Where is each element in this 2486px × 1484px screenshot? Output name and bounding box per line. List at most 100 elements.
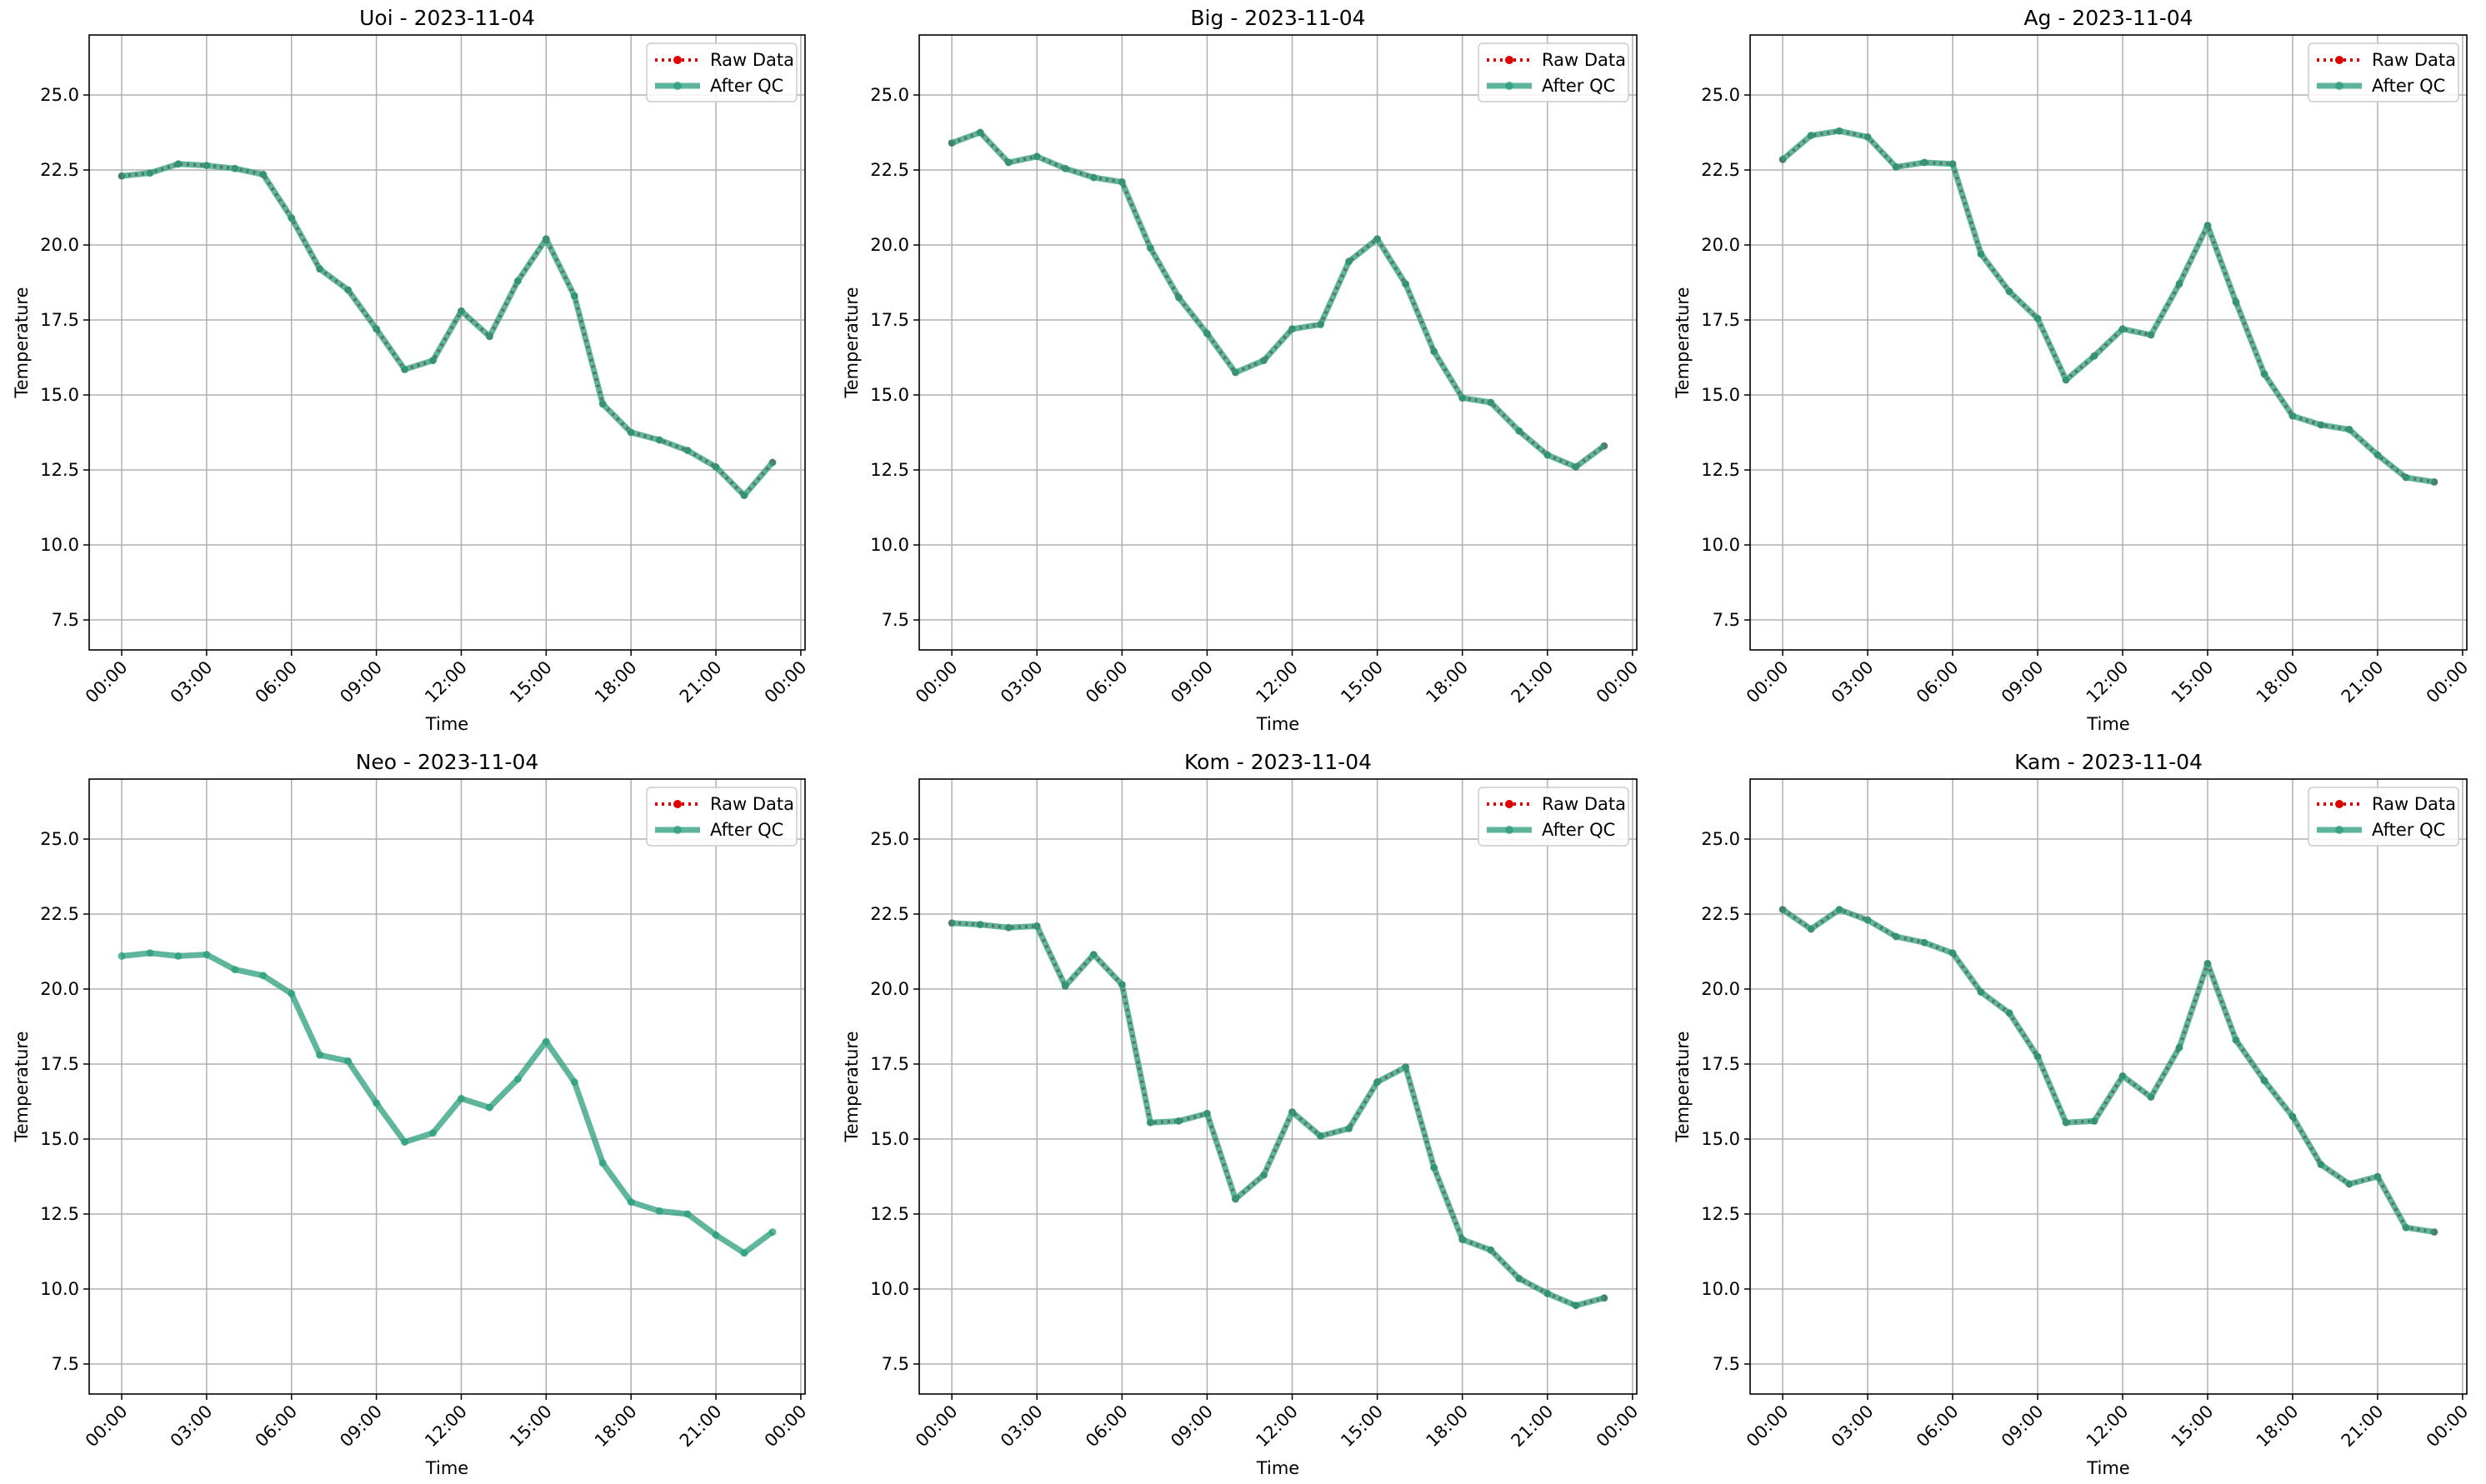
qc-point (1948, 160, 1957, 168)
x-tick-label: 09:00 (1167, 1402, 1217, 1452)
subplot-title: Ag - 2023-11-04 (2023, 6, 2193, 30)
subplot-title: Big - 2023-11-04 (1190, 6, 1365, 30)
qc-point (1807, 925, 1815, 933)
y-tick-label: 22.5 (1701, 160, 1740, 180)
legend: Raw Data After QC (2308, 42, 2459, 102)
qc-point (429, 1129, 438, 1137)
x-tick-label: 06:00 (1082, 1402, 1132, 1452)
qc-line (951, 920, 1605, 1309)
legend-marker (1505, 826, 1513, 834)
qc-point (1118, 981, 1126, 989)
x-tick-label: 09:00 (1998, 657, 2048, 707)
qc-point (373, 1099, 381, 1107)
qc-point (1948, 949, 1957, 957)
x-axis-label: Time (425, 1458, 468, 1478)
x-tick-label: 00:00 (912, 1402, 962, 1452)
x-tick-label: 00:00 (2423, 1402, 2473, 1452)
x-axis-label: Time (1256, 1458, 1299, 1478)
qc-point (174, 160, 183, 168)
qc-point (2317, 421, 2325, 429)
legend-marker (673, 826, 682, 834)
y-axis-label: Temperature (1673, 287, 1693, 398)
qc-point (2033, 1052, 2042, 1061)
qc-point (2147, 1093, 2155, 1102)
legend-marker (2335, 82, 2343, 90)
raw-line (952, 921, 1605, 1307)
qc-point (174, 952, 183, 960)
x-tick-label: 06:00 (252, 1402, 302, 1452)
y-tick-label: 12.5 (40, 460, 79, 480)
qc-point (1487, 1246, 1495, 1254)
y-tick-label: 25.0 (1701, 829, 1740, 849)
qc-point (768, 1228, 777, 1237)
x-tick-label: 06:00 (252, 657, 302, 707)
qc-point (1373, 235, 1382, 243)
qc-point (976, 128, 984, 137)
qc-point (1863, 916, 1872, 924)
x-tick-label: 09:00 (1998, 1402, 2048, 1452)
legend: Raw Data After QC (646, 42, 798, 102)
qc-point (2402, 1223, 2410, 1232)
qc-point (712, 462, 720, 471)
legend-marker (2335, 800, 2343, 808)
y-tick-label: 12.5 (40, 1204, 79, 1224)
qc-point (570, 292, 578, 300)
qc-point (2033, 314, 2042, 322)
qc-point (2175, 280, 2183, 288)
qc-point (768, 458, 777, 467)
legend-label: Raw Data (2372, 50, 2456, 70)
qc-point (259, 972, 268, 980)
subplot: 7.5 10.0 12.5 15.0 17.5 20.0 22.5 25.0 00:00 03:0… (842, 6, 1642, 734)
qc-point (598, 1159, 607, 1167)
subplot: 7.5 10.0 12.5 15.0 17.5 20.0 22.5 25.0 00:00 03:0… (1673, 750, 2472, 1478)
qc-point (2373, 1172, 2382, 1181)
legend-label: Raw Data (710, 794, 794, 814)
x-tick-label: 15:00 (2168, 657, 2218, 707)
x-tick-label: 15:00 (2168, 1402, 2218, 1452)
qc-point (2430, 1228, 2438, 1237)
qc-point (316, 265, 324, 273)
x-tick-label: 18:00 (1422, 1402, 1472, 1452)
qc-point (457, 1094, 465, 1102)
qc-point (1061, 164, 1069, 172)
qc-point (1572, 462, 1580, 471)
x-tick-label: 15:00 (1337, 657, 1387, 707)
subplot: 7.5 10.0 12.5 15.0 17.5 20.0 22.5 25.0 00:00 03:0… (842, 750, 1642, 1478)
x-tick-label: 12:00 (421, 1402, 471, 1452)
qc-point (655, 1207, 663, 1215)
x-tick-label: 00:00 (1593, 1402, 1643, 1452)
y-axis-label: Temperature (12, 1031, 32, 1142)
qc-point (316, 1051, 324, 1059)
qc-point (1146, 1118, 1154, 1127)
qc-point (1345, 257, 1353, 266)
qc-line (1780, 127, 2435, 485)
qc-point (948, 919, 956, 927)
qc-point (1259, 1171, 1268, 1179)
y-tick-label: 20.0 (40, 979, 79, 999)
x-tick-label: 12:00 (2083, 657, 2133, 707)
y-tick-label: 10.0 (1701, 1279, 1740, 1299)
qc-point (1402, 280, 1410, 288)
qc-point (683, 1210, 692, 1218)
x-tick-label: 15:00 (506, 657, 556, 707)
qc-point (1089, 951, 1098, 959)
qc-line (950, 129, 1606, 470)
x-tick-label: 03:00 (1828, 1402, 1878, 1452)
y-tick-label: 7.5 (1713, 1354, 1740, 1374)
legend-label: After QC (2372, 820, 2445, 840)
y-tick-label: 7.5 (882, 1354, 909, 1374)
y-axis-label: Temperature (842, 287, 862, 398)
x-tick-label: 12:00 (1252, 1402, 1302, 1452)
x-tick-label: 09:00 (336, 1402, 386, 1452)
qc-point (1259, 357, 1268, 365)
qc-point (401, 365, 409, 373)
legend-marker (2335, 56, 2343, 64)
qc-point (627, 428, 635, 437)
qc-point (344, 286, 353, 294)
qc-point (2345, 1180, 2353, 1188)
qc-point (513, 277, 522, 285)
qc-point (1920, 158, 1928, 167)
qc-point (1004, 923, 1013, 932)
